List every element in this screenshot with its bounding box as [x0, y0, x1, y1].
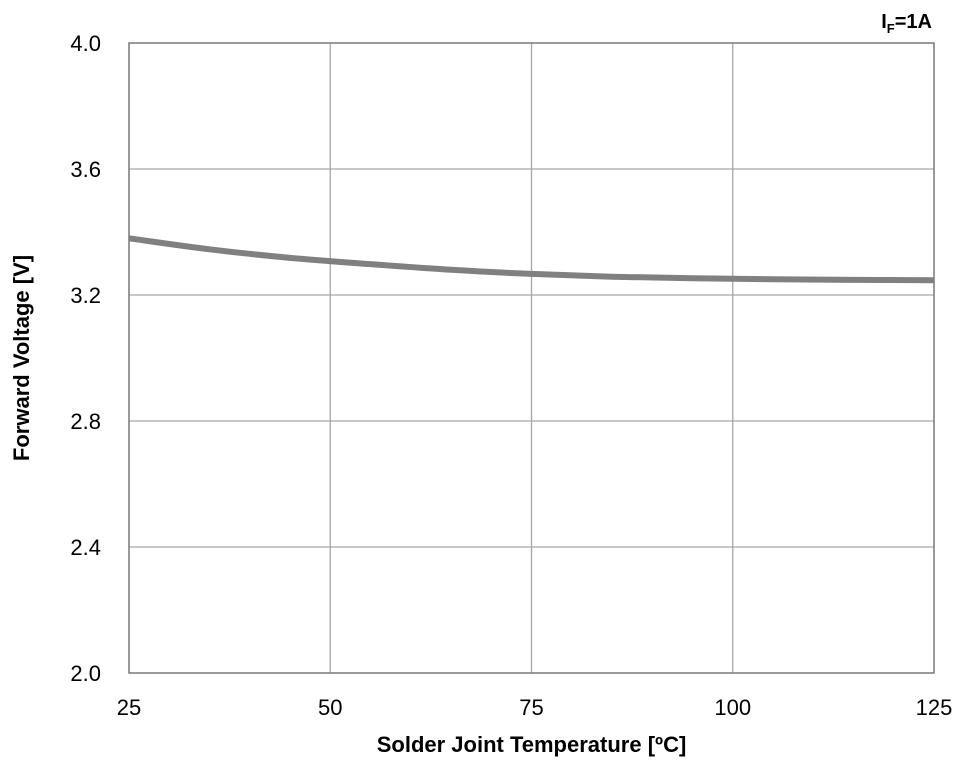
x-tick-label: 100 — [714, 695, 751, 720]
x-axis-title: Solder Joint Temperature [ºC] — [377, 732, 687, 757]
x-tick-labels: 25 50 75 100 125 — [117, 695, 953, 720]
y-tick-label: 2.0 — [70, 661, 101, 686]
x-tick-label: 50 — [318, 695, 342, 720]
x-tick-label: 125 — [916, 695, 953, 720]
series-line — [128, 235, 935, 284]
annotation-subscript: F — [887, 21, 895, 36]
annotation-suffix: =1A — [895, 11, 932, 33]
annotation-prefix: I — [881, 11, 887, 33]
x-tick-label: 75 — [519, 695, 543, 720]
y-axis-title: Forward Voltage [V] — [9, 255, 34, 461]
y-tick-label: 2.8 — [70, 409, 101, 434]
y-tick-label: 2.4 — [70, 535, 101, 560]
y-tick-label: 3.6 — [70, 157, 101, 182]
plot-frame — [128, 42, 935, 674]
y-tick-labels: 2.0 2.4 2.8 3.2 3.6 4.0 — [70, 31, 101, 686]
series-layer — [128, 235, 935, 284]
x-tick-label: 25 — [117, 695, 141, 720]
current-annotation: IF=1A — [881, 11, 932, 36]
grid-lines — [128, 42, 935, 674]
y-tick-label: 4.0 — [70, 31, 101, 56]
y-tick-label: 3.2 — [70, 283, 101, 308]
